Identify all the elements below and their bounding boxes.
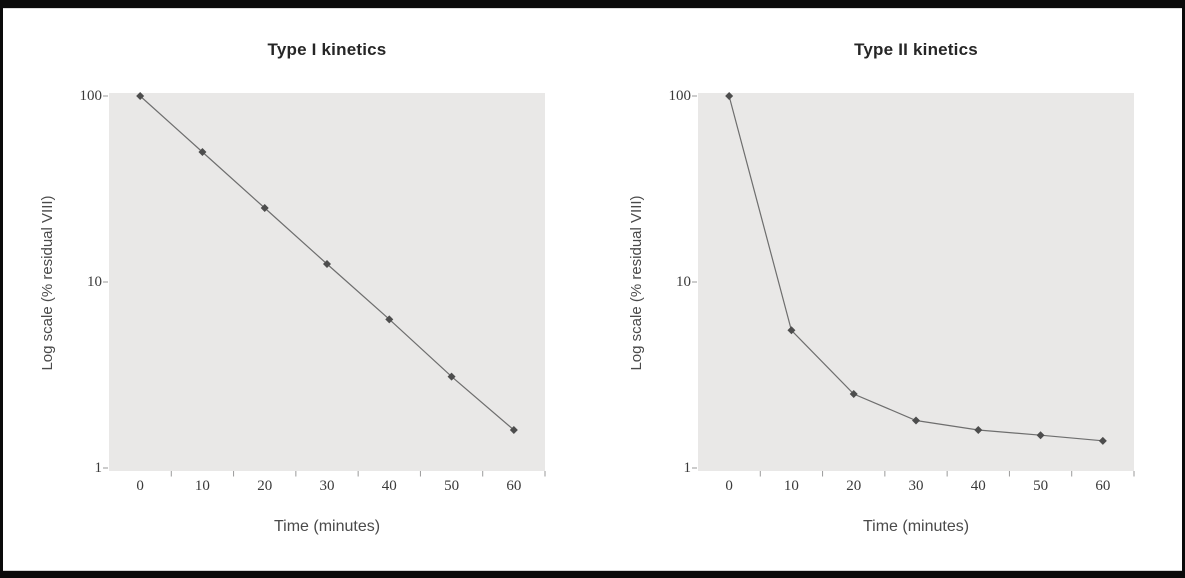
line-chart-svg: [103, 92, 546, 477]
type-2-kinetics-chart: Type II kinetics Log scale (% residual V…: [592, 9, 1181, 570]
x-tick-label: 20: [846, 478, 862, 494]
x-tick-label: 0: [136, 478, 144, 494]
type-1-kinetics-chart: Type I kinetics Log scale (% residual VI…: [3, 9, 592, 570]
y-tick-label: 100: [79, 88, 103, 104]
y-axis-tick-labels: 100 10 1: [3, 88, 103, 476]
data-point-marker: [447, 372, 456, 381]
data-point-marker: [1036, 431, 1045, 440]
x-tick-label: 30: [319, 478, 335, 494]
chart-title: Type II kinetics: [854, 40, 978, 59]
x-tick-label: 60: [1095, 478, 1111, 494]
data-point-marker: [849, 389, 858, 398]
x-tick-label: 40: [381, 478, 397, 494]
x-tick-label: 50: [444, 478, 460, 494]
plot-background: [698, 93, 1134, 471]
data-point-marker: [260, 203, 269, 212]
x-tick-label: 10: [194, 478, 210, 494]
data-point-marker: [323, 259, 331, 268]
x-axis-label: Time (minutes): [273, 518, 381, 535]
x-tick-label: 10: [783, 478, 799, 494]
data-point-marker: [974, 426, 983, 435]
data-point-marker: [136, 92, 145, 100]
x-tick-label: 60: [506, 478, 522, 494]
plot-area: [103, 92, 546, 477]
data-point-marker: [725, 92, 734, 100]
data-point-marker: [509, 426, 518, 435]
data-point-marker: [198, 147, 207, 156]
x-axis-tick-labels: 0 10 20 30 40 50 60: [109, 475, 545, 495]
y-tick-label: 1: [94, 460, 103, 476]
x-tick-label: 30: [908, 478, 924, 494]
x-axis-tick-labels: 0 10 20 30 40 50 60: [698, 475, 1134, 495]
data-point-marker: [787, 326, 796, 335]
x-axis-label: Time (minutes): [862, 518, 970, 535]
y-tick-label: 10: [676, 274, 691, 290]
x-tick-label: 0: [725, 478, 733, 494]
y-tick-label: 10: [87, 274, 102, 290]
plot-area: [692, 92, 1135, 477]
figure-background: Type I kinetics Log scale (% residual VI…: [3, 8, 1182, 571]
data-point-marker: [385, 315, 394, 324]
y-axis-tick-labels: 100 10 1: [592, 88, 692, 476]
data-point-marker: [912, 416, 920, 425]
y-tick-label: 100: [668, 88, 692, 104]
x-tick-label: 50: [1033, 478, 1049, 494]
chart-title: Type I kinetics: [267, 40, 387, 59]
line-chart-svg: [692, 92, 1135, 477]
plot-background: [109, 93, 545, 471]
x-tick-label: 20: [257, 478, 273, 494]
x-tick-label: 40: [970, 478, 986, 494]
data-point-marker: [1098, 436, 1107, 445]
y-tick-label: 1: [683, 460, 692, 476]
